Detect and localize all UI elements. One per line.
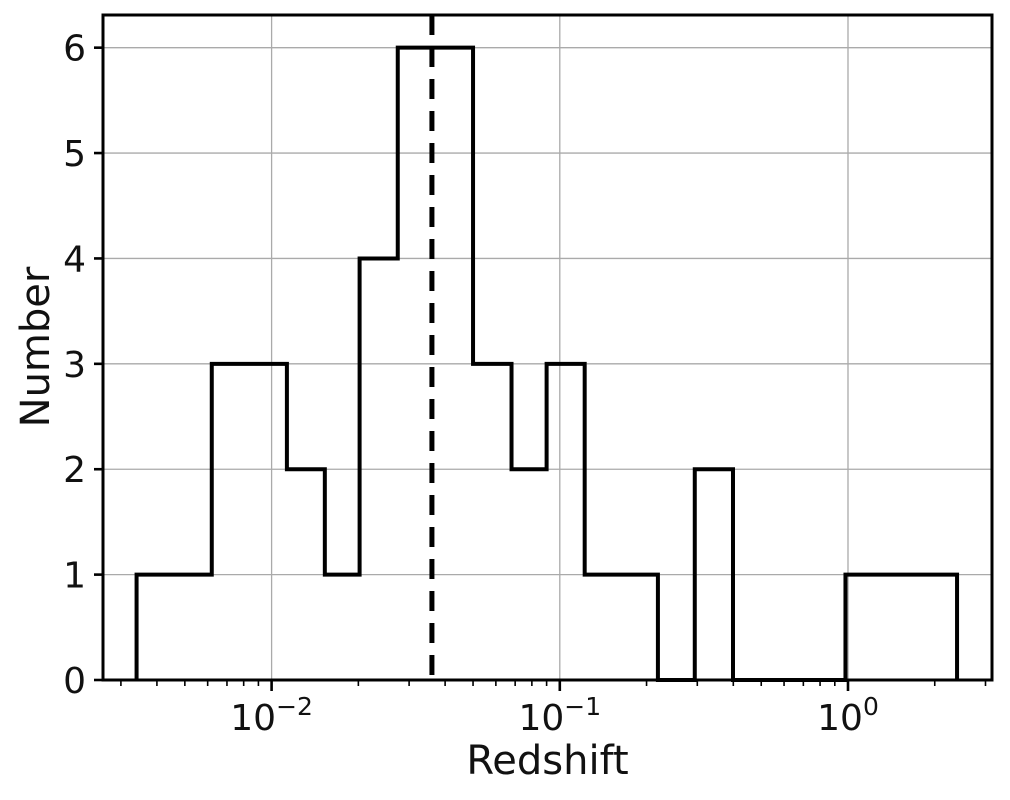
y-tick-label: 0 — [63, 661, 86, 702]
x-tick-label: 10−1 — [518, 692, 601, 739]
y-tick-label: 2 — [63, 450, 86, 491]
x-axis-label: Redshift — [466, 738, 629, 784]
y-tick-label: 4 — [63, 239, 86, 280]
y-tick-label: 5 — [63, 134, 86, 175]
y-tick-label: 3 — [63, 345, 86, 386]
axes-spines — [101, 13, 994, 682]
y-axis-label: Number — [13, 266, 59, 428]
x-tick-label: 100 — [817, 692, 879, 739]
histogram-step-line — [134, 45, 960, 682]
x-tick-label: 10−2 — [230, 692, 313, 739]
y-tick-label: 6 — [63, 29, 86, 70]
y-tick-label: 1 — [63, 556, 86, 597]
